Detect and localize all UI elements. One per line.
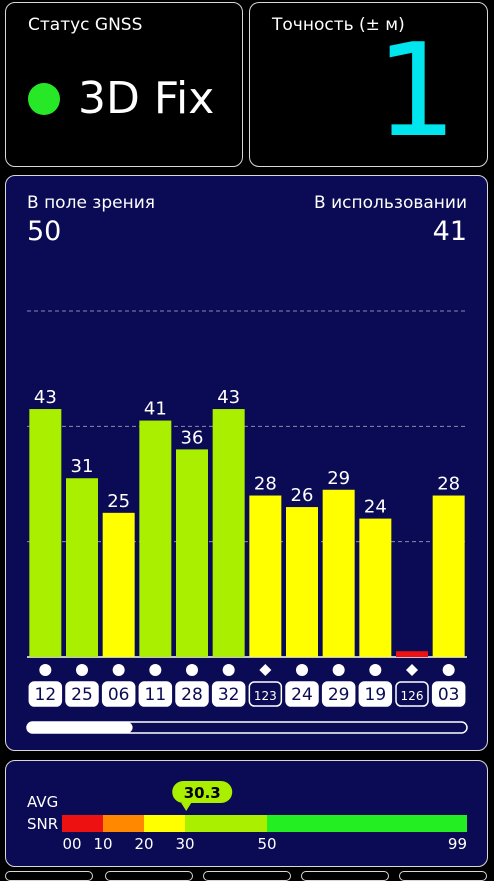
prn-label-06: 06 [108,685,130,705]
snr-bar-25 [66,478,98,657]
prn-box-123 [248,681,283,707]
snr-bar-11 [139,420,172,657]
snr-bar-24 [286,507,318,657]
marker-circle-06 [112,664,125,676]
snr-value-29: 29 [327,468,350,489]
snr-band-1 [103,815,144,832]
snr-bar-126 [396,651,428,657]
in-view-label: В поле зрения [27,193,155,213]
snr-value-24: 26 [291,485,314,506]
marker-circle-12 [39,664,52,676]
snr-value-32: 43 [217,387,240,408]
gnss-status-card[interactable]: Статус GNSS 3D Fix [5,2,243,167]
marker-circle-19 [369,664,382,676]
snr-bar-12 [29,409,62,657]
accuracy-card[interactable]: Точность (± м) 1 [249,2,488,167]
accuracy-value: 1 [375,17,457,166]
marker-diamond-126 [406,664,418,676]
snr-value-25: 31 [71,456,94,477]
avg-snr-value: 30.3 [184,784,221,802]
bottom-tab-3[interactable] [203,871,291,881]
prn-label-126: 126 [401,689,424,703]
snr-value-12: 43 [34,387,57,408]
snr-scale-label-50: 50 [257,835,276,853]
snr-value-28: 36 [181,427,204,448]
prn-label-12: 12 [35,685,57,705]
snr-bar-29 [322,489,355,657]
prn-box-126 [395,681,429,707]
avg-snr-card: AVG SNR 00 10 20 30 50 99 30.3 [5,760,488,867]
marker-diamond-123 [259,664,272,676]
marker-circle-29 [332,664,345,676]
bottom-tab-5[interactable] [399,871,487,881]
chart-scrollbar-thumb[interactable] [27,722,133,733]
fix-status-label: 3D Fix [78,73,215,124]
marker-circle-25 [76,664,88,676]
snr-bar-06 [102,512,135,657]
prn-box-19 [358,681,393,707]
prn-box-32 [211,681,246,707]
prn-label-28: 28 [181,685,203,705]
snr-label: SNR [27,815,58,833]
satellites-card[interactable]: В поле зрения 50 В использовании 41 43 12… [5,175,488,751]
avg-label: AVG [27,793,58,811]
snr-value-123: 28 [254,474,277,495]
snr-bar-03 [432,495,465,657]
prn-box-29 [321,681,356,707]
prn-label-32: 32 [218,685,240,705]
bottom-tab-strip[interactable] [0,871,494,881]
in-view-count: 50 [27,216,62,247]
marker-circle-03 [442,664,455,676]
prn-box-28 [175,681,209,707]
snr-bar-28 [176,449,208,657]
prn-label-24: 24 [291,685,313,705]
snr-value-03: 28 [437,474,460,495]
snr-value-06: 25 [107,491,130,512]
snr-band-2 [144,815,185,832]
snr-value-19: 24 [364,497,387,518]
prn-label-03: 03 [438,685,460,705]
fix-status-indicator [28,83,60,115]
marker-circle-32 [222,664,235,676]
prn-label-11: 11 [145,685,167,705]
prn-box-06 [101,681,136,707]
prn-label-25: 25 [71,685,93,705]
marker-circle-24 [296,664,308,676]
prn-label-29: 29 [328,685,350,705]
accuracy-title: Точность (± м) [272,15,405,35]
prn-box-24 [285,681,319,707]
avg-snr-bubble [172,781,233,803]
prn-label-123: 123 [254,689,277,703]
prn-box-12 [28,681,63,707]
snr-value-11: 41 [144,399,167,420]
prn-box-11 [138,681,173,707]
in-use-label: В использовании [314,193,467,213]
marker-circle-28 [186,664,198,676]
snr-bar-32 [212,409,245,657]
snr-scale-label-99: 99 [448,835,467,853]
snr-scale-label-30: 30 [175,835,194,853]
in-use-count: 41 [432,216,467,247]
bottom-tab-4[interactable] [301,871,389,881]
snr-bar-19 [359,518,392,657]
snr-scale-label-00: 00 [62,835,81,853]
snr-band-0 [62,815,103,832]
gnss-status-title: Статус GNSS [28,15,143,35]
prn-box-25 [65,681,99,707]
prn-box-03 [431,681,466,707]
snr-bar-chart: 43 12 31 25 25 06 41 11 36 28 43 32 28 123 26 24 29 29 24 1… [26,310,468,734]
snr-scale-label-20: 20 [134,835,153,853]
snr-band-3 [185,815,267,832]
avg-snr-pointer [181,803,192,811]
snr-band-4 [267,815,467,832]
prn-label-19: 19 [365,685,387,705]
snr-bar-123 [249,495,282,657]
marker-circle-11 [149,664,162,676]
bottom-tab-2[interactable] [105,871,193,881]
snr-scale-label-10: 10 [93,835,112,853]
bottom-tab-1[interactable] [5,871,93,881]
